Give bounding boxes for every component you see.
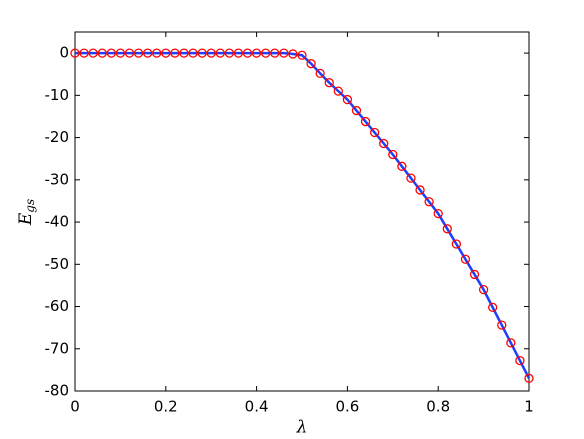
marker — [124, 48, 135, 58]
marker — [424, 197, 434, 207]
marker — [415, 185, 425, 195]
marker — [70, 48, 80, 58]
marker — [333, 86, 343, 96]
marker — [351, 105, 362, 116]
marker — [342, 94, 353, 105]
plot-frame — [74, 31, 530, 392]
x-tick-label: 0.6 — [335, 398, 359, 416]
y-tick-label: -10 — [45, 86, 70, 104]
marker — [97, 48, 107, 58]
marker — [242, 48, 253, 58]
marker — [488, 302, 498, 313]
marker — [115, 48, 126, 58]
marker — [233, 48, 244, 58]
marker — [324, 78, 334, 88]
x-axis-label: λ — [296, 418, 308, 438]
marker — [433, 208, 443, 219]
marker — [460, 254, 471, 264]
y-tick-label: -60 — [45, 297, 70, 315]
y-tick-label: -30 — [45, 170, 70, 188]
marker — [306, 59, 316, 69]
y-tick-label: -50 — [45, 255, 70, 273]
marker — [379, 138, 389, 149]
marker — [88, 48, 98, 58]
marker — [142, 48, 153, 58]
y-axis-label: Egs — [16, 199, 37, 226]
marker — [478, 284, 489, 295]
series-line — [75, 51, 531, 379]
marker — [106, 48, 116, 58]
marker — [506, 338, 516, 348]
y-label-main: E — [16, 212, 36, 226]
marker — [224, 48, 235, 58]
marker — [251, 48, 262, 58]
marker — [215, 48, 225, 58]
marker — [388, 149, 398, 160]
y-label-sub: gs — [23, 199, 37, 213]
marker — [397, 161, 407, 171]
x-tick-label: 0.4 — [245, 398, 269, 416]
marker — [360, 116, 371, 127]
marker — [206, 48, 216, 58]
marker — [188, 48, 198, 58]
marker — [288, 49, 298, 59]
marker — [79, 48, 89, 58]
marker — [133, 48, 144, 58]
y-tick-label: 0 — [59, 44, 69, 62]
marker — [261, 48, 271, 58]
y-tick-label: -40 — [45, 213, 70, 231]
x-tick-label: 0.2 — [154, 398, 178, 416]
marker — [515, 355, 525, 366]
marker — [442, 224, 452, 234]
y-tick-label: -80 — [45, 382, 70, 400]
marker — [152, 48, 162, 58]
marker — [197, 48, 207, 58]
marker — [297, 50, 307, 60]
marker — [451, 239, 462, 249]
marker — [524, 373, 534, 383]
marker — [279, 48, 289, 58]
y-tick-label: -70 — [45, 339, 70, 357]
marker — [315, 68, 325, 79]
y-tick-label: -20 — [45, 128, 70, 146]
marker — [469, 269, 480, 280]
x-tick-label: 0.8 — [426, 398, 450, 416]
marker — [270, 48, 280, 58]
x-tick-label: 0 — [70, 398, 80, 416]
x-tick-label: 1 — [524, 398, 534, 416]
marker — [497, 320, 507, 330]
marker — [406, 173, 416, 183]
marker — [369, 127, 380, 138]
marker — [179, 48, 189, 58]
marker — [170, 48, 180, 58]
marker — [161, 48, 171, 58]
